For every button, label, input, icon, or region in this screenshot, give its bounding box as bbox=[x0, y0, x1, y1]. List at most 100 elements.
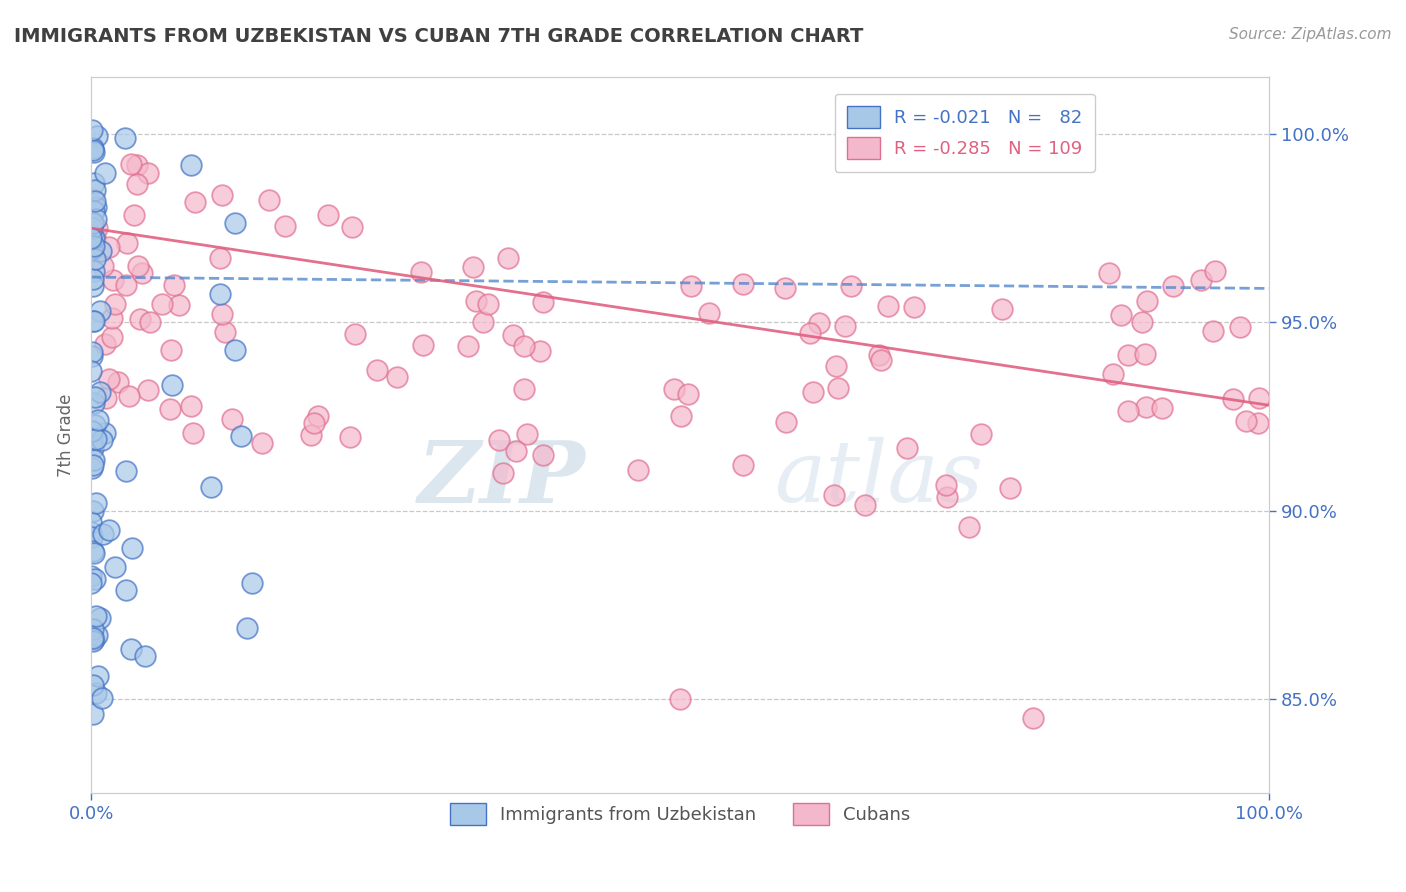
Point bbox=[100, 330, 122, 344]
Point bbox=[211, 307, 233, 321]
Point bbox=[970, 426, 993, 441]
Point bbox=[115, 464, 138, 478]
Text: IMMIGRANTS FROM UZBEKISTAN VS CUBAN 7TH GRADE CORRELATION CHART: IMMIGRANTS FROM UZBEKISTAN VS CUBAN 7TH … bbox=[14, 27, 863, 45]
Point bbox=[250, 436, 273, 450]
Point bbox=[463, 260, 485, 274]
Point bbox=[83, 313, 105, 327]
Point bbox=[80, 231, 103, 245]
Point bbox=[853, 498, 876, 512]
Point bbox=[869, 353, 891, 368]
Point bbox=[162, 377, 184, 392]
Point bbox=[80, 230, 103, 244]
Text: atlas: atlas bbox=[775, 437, 983, 520]
Point bbox=[84, 200, 107, 214]
Point bbox=[82, 123, 104, 137]
Point bbox=[669, 692, 692, 706]
Point bbox=[159, 402, 181, 417]
Point bbox=[84, 686, 107, 700]
Point bbox=[127, 259, 149, 273]
Point bbox=[82, 458, 104, 472]
Point bbox=[82, 432, 104, 446]
Point bbox=[224, 343, 246, 357]
Point bbox=[773, 281, 796, 295]
Point bbox=[82, 314, 104, 328]
Point bbox=[679, 278, 702, 293]
Point bbox=[343, 327, 366, 342]
Point bbox=[82, 192, 104, 206]
Point bbox=[366, 363, 388, 377]
Point bbox=[125, 158, 148, 172]
Point bbox=[1189, 272, 1212, 286]
Point bbox=[80, 216, 103, 230]
Point bbox=[86, 496, 108, 510]
Point bbox=[184, 195, 207, 210]
Point bbox=[80, 228, 103, 243]
Point bbox=[409, 265, 432, 279]
Point bbox=[231, 429, 253, 443]
Point bbox=[83, 230, 105, 244]
Point bbox=[138, 383, 160, 397]
Point bbox=[89, 304, 111, 318]
Point bbox=[120, 642, 142, 657]
Point bbox=[91, 527, 114, 541]
Point bbox=[1249, 391, 1271, 405]
Point bbox=[208, 287, 231, 301]
Text: ZIP: ZIP bbox=[418, 436, 586, 520]
Point bbox=[80, 364, 103, 378]
Point bbox=[82, 622, 104, 636]
Point bbox=[1135, 401, 1157, 415]
Point bbox=[128, 312, 150, 326]
Point bbox=[224, 216, 246, 230]
Point bbox=[125, 177, 148, 191]
Point bbox=[181, 425, 204, 440]
Point bbox=[936, 490, 959, 504]
Point bbox=[505, 443, 527, 458]
Point bbox=[80, 344, 103, 359]
Point bbox=[731, 458, 754, 473]
Point bbox=[94, 337, 117, 351]
Point bbox=[340, 219, 363, 234]
Point bbox=[80, 461, 103, 475]
Point bbox=[80, 575, 103, 590]
Point bbox=[274, 219, 297, 233]
Point bbox=[80, 524, 103, 539]
Point bbox=[121, 541, 143, 556]
Point bbox=[82, 221, 104, 235]
Point bbox=[80, 242, 103, 256]
Point bbox=[236, 621, 259, 635]
Point bbox=[180, 399, 202, 413]
Point bbox=[1130, 315, 1153, 329]
Point bbox=[84, 390, 107, 404]
Point bbox=[464, 294, 486, 309]
Point bbox=[1098, 266, 1121, 280]
Point bbox=[84, 418, 107, 433]
Point bbox=[211, 187, 233, 202]
Point bbox=[200, 480, 222, 494]
Point bbox=[101, 311, 124, 326]
Point bbox=[82, 272, 104, 286]
Point bbox=[162, 277, 184, 292]
Point bbox=[307, 409, 329, 423]
Point bbox=[114, 131, 136, 145]
Point bbox=[1163, 279, 1185, 293]
Point bbox=[664, 382, 686, 396]
Point bbox=[83, 230, 105, 244]
Point bbox=[180, 158, 202, 172]
Point bbox=[1136, 293, 1159, 308]
Point bbox=[89, 611, 111, 625]
Point bbox=[803, 384, 825, 399]
Point bbox=[83, 572, 105, 586]
Point bbox=[472, 315, 495, 329]
Point bbox=[799, 326, 821, 341]
Point bbox=[387, 370, 409, 384]
Point bbox=[301, 427, 323, 442]
Point bbox=[896, 441, 918, 455]
Point bbox=[107, 375, 129, 389]
Point bbox=[83, 239, 105, 253]
Point bbox=[208, 251, 231, 265]
Point bbox=[259, 193, 281, 207]
Point bbox=[84, 211, 107, 226]
Point bbox=[82, 441, 104, 455]
Point bbox=[82, 278, 104, 293]
Point bbox=[96, 391, 118, 405]
